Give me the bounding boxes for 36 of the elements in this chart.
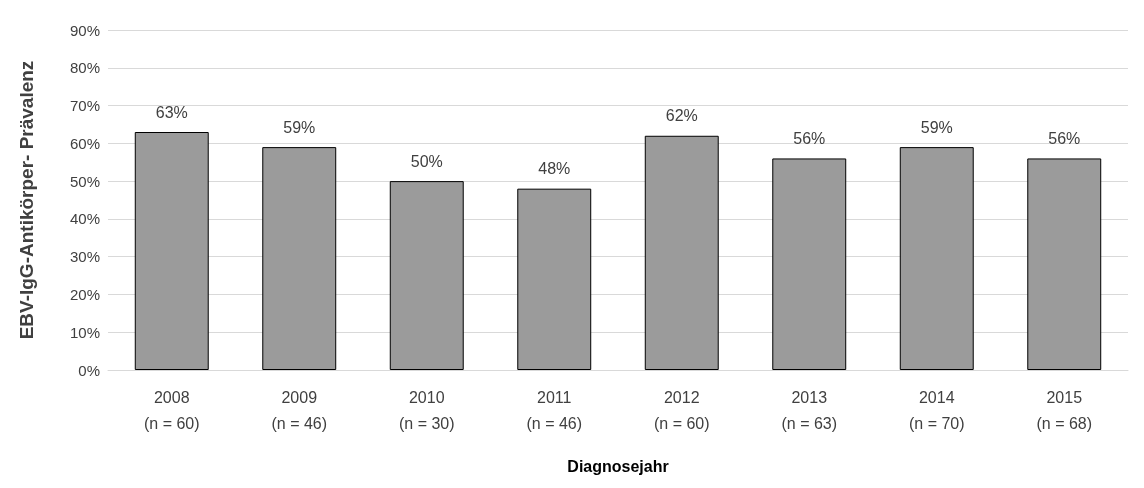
x-tick-label: 2008 (n = 60) [143, 388, 200, 432]
y-tick-label: 0% [78, 361, 100, 379]
x-tick-label: 2013 (n = 63) [781, 388, 838, 432]
x-tick-label: 2012 (n = 60) [653, 388, 710, 432]
data-label: 59% [283, 118, 316, 136]
data-label: 56% [793, 129, 826, 147]
bar [1027, 158, 1102, 370]
x-tick-label: 2010 (n = 30) [398, 388, 455, 432]
bar [389, 181, 464, 370]
bar [772, 158, 847, 370]
x-tick-label: 2015 (n = 68) [1036, 388, 1093, 432]
data-label: 63% [155, 103, 188, 121]
y-tick-label: 70% [69, 97, 100, 115]
y-tick-label: 40% [69, 210, 100, 228]
y-tick-label: 90% [69, 21, 100, 39]
x-axis-title: Diagnosejahr [567, 457, 669, 475]
data-label: 56% [1048, 129, 1081, 147]
data-label: 59% [920, 118, 953, 136]
bar [899, 147, 974, 370]
x-tick-label: 2014 (n = 70) [908, 388, 965, 432]
bar [262, 147, 337, 370]
bar [134, 132, 209, 370]
bar [644, 135, 719, 370]
x-tick-label: 2009 (n = 46) [271, 388, 328, 432]
data-label: 48% [538, 160, 571, 178]
y-tick-label: 30% [69, 248, 100, 266]
data-label: 62% [665, 107, 698, 125]
y-tick-label: 10% [69, 323, 100, 341]
y-tick-label: 60% [69, 134, 100, 152]
y-tick-label: 50% [69, 172, 100, 190]
y-tick-label: 20% [69, 285, 100, 303]
x-tick-label: 2011 (n = 46) [526, 388, 583, 432]
y-tick-label: 80% [69, 59, 100, 77]
y-axis-title: EBV-IgG-Antikörper- Prävalenz [16, 60, 37, 340]
bar [517, 188, 592, 370]
data-label: 50% [410, 152, 443, 170]
